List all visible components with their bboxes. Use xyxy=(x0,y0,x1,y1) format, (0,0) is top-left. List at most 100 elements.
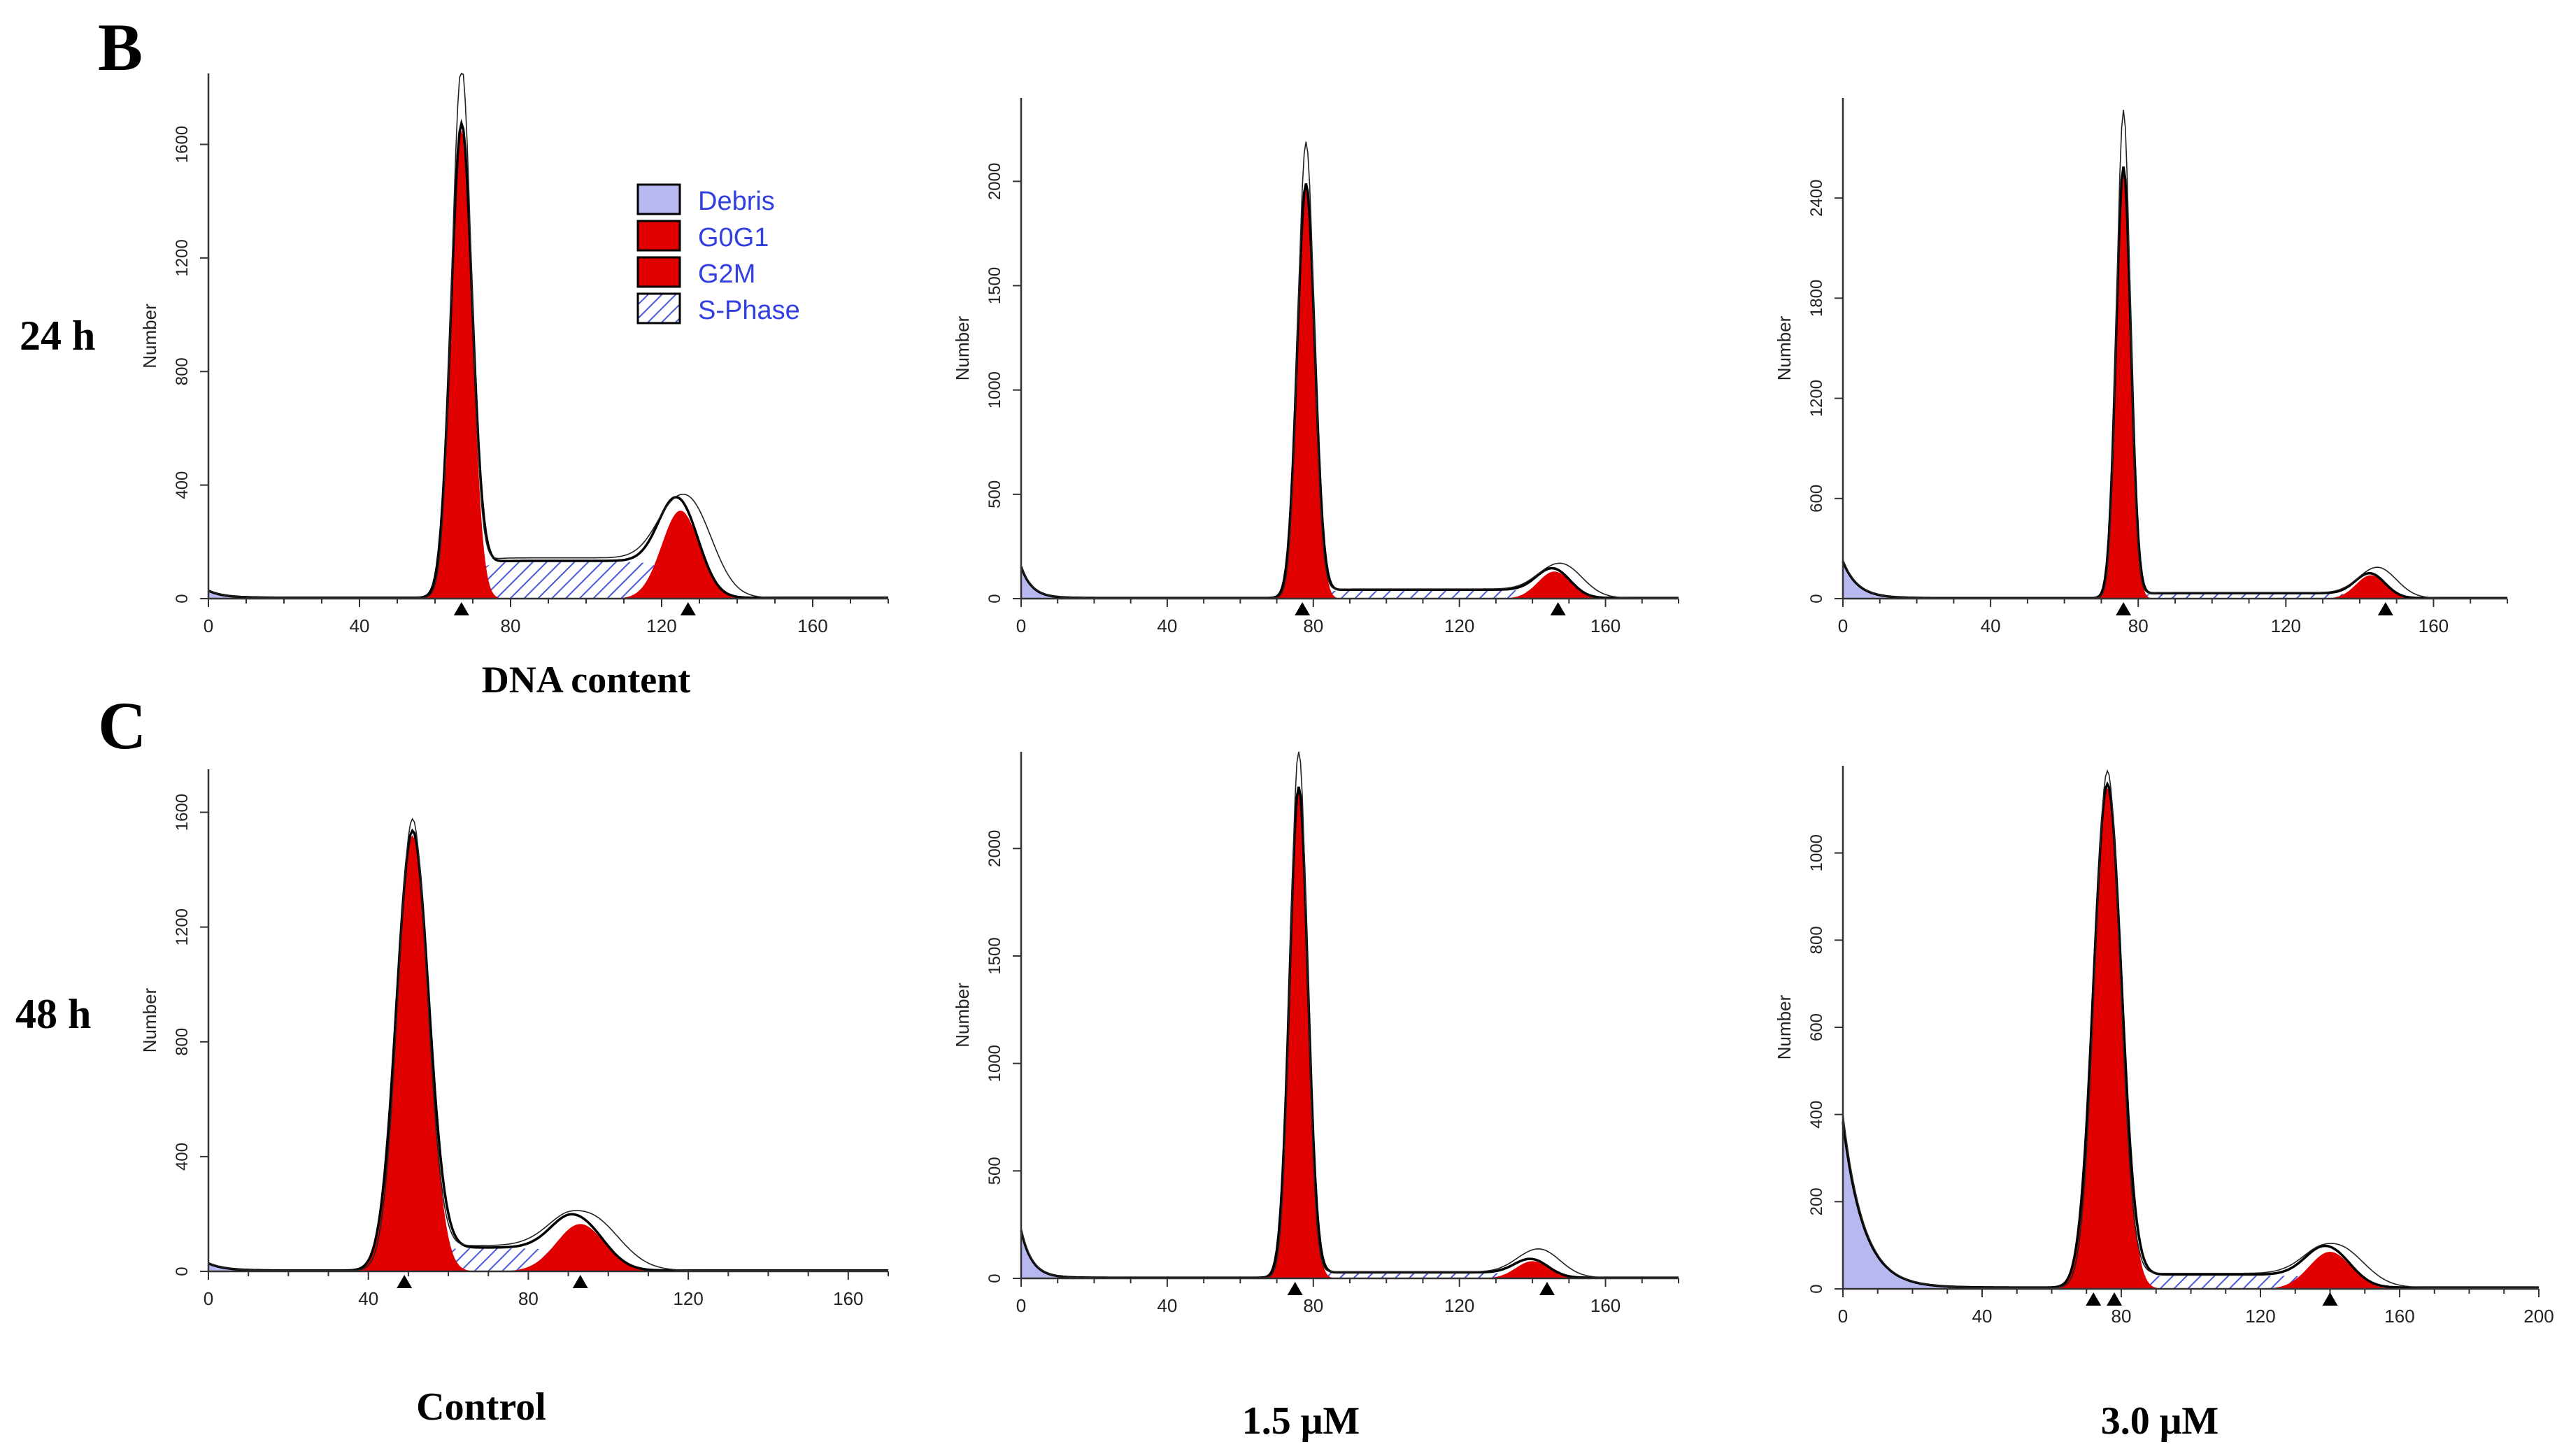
column-label-3.0: 3.0 μM xyxy=(2101,1399,2219,1443)
x-tick-label: 40 xyxy=(1972,1306,1993,1327)
g2m-peak xyxy=(1021,571,1679,599)
raw-histogram-line xyxy=(208,818,888,1271)
x-tick-label: 40 xyxy=(350,615,370,636)
y-tick-label: 1600 xyxy=(173,126,192,163)
y-tick-label: 500 xyxy=(985,1157,1004,1185)
y-tick-label: 400 xyxy=(173,1143,192,1171)
x-tick-label: 160 xyxy=(1590,615,1621,636)
peak-marker xyxy=(453,602,469,615)
peak-marker xyxy=(1550,602,1566,615)
y-axis-label: Number xyxy=(1774,315,1795,380)
x-tick-label: 160 xyxy=(2384,1306,2414,1327)
peak-marker xyxy=(1539,1282,1555,1295)
panel-label-c: C xyxy=(98,688,146,763)
y-tick-label: 400 xyxy=(173,471,192,499)
y-tick-label: 600 xyxy=(1807,1013,1826,1041)
y-tick-label: 200 xyxy=(1807,1187,1826,1215)
model-fit-line xyxy=(1842,781,2539,1289)
legend-swatch-g0g1 xyxy=(636,220,681,252)
histogram-24h-1.5uM: 0 40 80 120 160 0 500 1000 1500 2000 Number xyxy=(952,98,1679,636)
x-tick-label: 0 xyxy=(1016,1295,1026,1316)
peak-marker xyxy=(2322,1292,2338,1306)
legend-label-s-phase: S-Phase xyxy=(698,296,800,325)
legend-swatch-debris xyxy=(636,183,681,215)
x-tick-label: 80 xyxy=(2128,615,2149,636)
x-tick-label: 120 xyxy=(2245,1306,2275,1327)
peak-marker xyxy=(680,602,696,615)
raw-histogram-line xyxy=(208,72,888,599)
y-tick-label: 0 xyxy=(173,594,192,603)
model-fit-line xyxy=(1842,166,2507,600)
model-fit-line xyxy=(208,828,888,1272)
g0g1-peak xyxy=(1021,788,1679,1278)
histogram-48h-1.5uM: 0 40 80 120 160 0 500 1000 1500 2000 Number xyxy=(952,751,1679,1316)
x-tick-label: 0 xyxy=(1016,615,1026,636)
peak-marker xyxy=(2116,602,2132,615)
y-axis-label: Number xyxy=(1774,994,1795,1059)
legend-swatch-g2m xyxy=(636,256,681,288)
x-tick-label: 160 xyxy=(797,615,827,636)
y-tick-label: 1000 xyxy=(1807,834,1826,871)
x-tick-label: 120 xyxy=(673,1288,703,1309)
y-tick-label: 0 xyxy=(173,1266,192,1276)
legend-label-g2m: G2M xyxy=(698,259,755,289)
x-tick-label: 0 xyxy=(1838,1306,1848,1327)
x-tick-label: 40 xyxy=(358,1288,378,1309)
x-tick-label: 0 xyxy=(204,615,213,636)
legend-label-debris: Debris xyxy=(698,187,775,216)
x-tick-label: 120 xyxy=(646,615,676,636)
raw-histogram-line xyxy=(1020,751,1679,1278)
y-tick-label: 800 xyxy=(173,1028,192,1056)
debris-area xyxy=(1843,1122,2539,1289)
x-tick-label: 120 xyxy=(1444,615,1474,636)
y-tick-label: 0 xyxy=(1807,594,1826,603)
row-label-24h: 24 h xyxy=(20,313,95,359)
x-tick-label: 40 xyxy=(1981,615,2001,636)
x-tick-label: 120 xyxy=(2271,615,2301,636)
y-tick-label: 800 xyxy=(173,357,192,385)
histogram-48h-3.0uM: 0 40 80 120 160 200 0 200 400 600 800 1000 Number xyxy=(1774,766,2554,1327)
y-axis-label: Number xyxy=(952,983,973,1048)
model-fit-line xyxy=(1020,786,1679,1279)
peak-marker xyxy=(572,1275,588,1288)
legend: Debris G0G1 G2M S-Phase xyxy=(636,183,800,325)
peak-marker xyxy=(2107,1292,2123,1306)
s-phase-area xyxy=(208,562,888,599)
g0g1-peak xyxy=(1843,168,2507,599)
y-tick-label: 2000 xyxy=(985,163,1004,200)
g0g1-peak xyxy=(1843,787,2539,1289)
y-tick-label: 1800 xyxy=(1807,280,1826,317)
model-fit-line xyxy=(1020,183,1679,599)
x-tick-label: 80 xyxy=(501,615,521,636)
x-tick-label: 40 xyxy=(1157,1295,1177,1316)
y-tick-label: 2400 xyxy=(1807,180,1826,217)
peak-marker xyxy=(1295,602,1311,615)
y-tick-label: 500 xyxy=(985,480,1004,508)
xaxis-caption: DNA content xyxy=(482,659,690,701)
y-tick-label: 1200 xyxy=(173,239,192,276)
y-tick-label: 1500 xyxy=(985,267,1004,304)
y-tick-label: 0 xyxy=(985,1273,1004,1283)
y-tick-label: 0 xyxy=(1807,1284,1826,1293)
g0g1-peak xyxy=(1021,185,1679,599)
peak-marker xyxy=(2377,602,2393,615)
row-label-48h: 48 h xyxy=(15,991,91,1037)
x-tick-label: 80 xyxy=(1303,615,1323,636)
y-tick-label: 1000 xyxy=(985,1045,1004,1082)
y-tick-label: 2000 xyxy=(985,830,1004,867)
y-tick-label: 1200 xyxy=(1807,380,1826,417)
x-tick-label: 120 xyxy=(1444,1295,1474,1316)
y-tick-label: 400 xyxy=(1807,1101,1826,1129)
column-label-1.5: 1.5 μM xyxy=(1242,1399,1360,1443)
y-tick-label: 1600 xyxy=(173,794,192,831)
g2m-peak xyxy=(1843,575,2507,599)
x-tick-label: 80 xyxy=(518,1288,539,1309)
y-axis-label: Number xyxy=(139,987,160,1052)
x-tick-label: 80 xyxy=(2111,1306,2132,1327)
g0g1-peak xyxy=(208,130,888,599)
x-tick-label: 200 xyxy=(2523,1306,2554,1327)
y-axis-label: Number xyxy=(139,304,160,369)
